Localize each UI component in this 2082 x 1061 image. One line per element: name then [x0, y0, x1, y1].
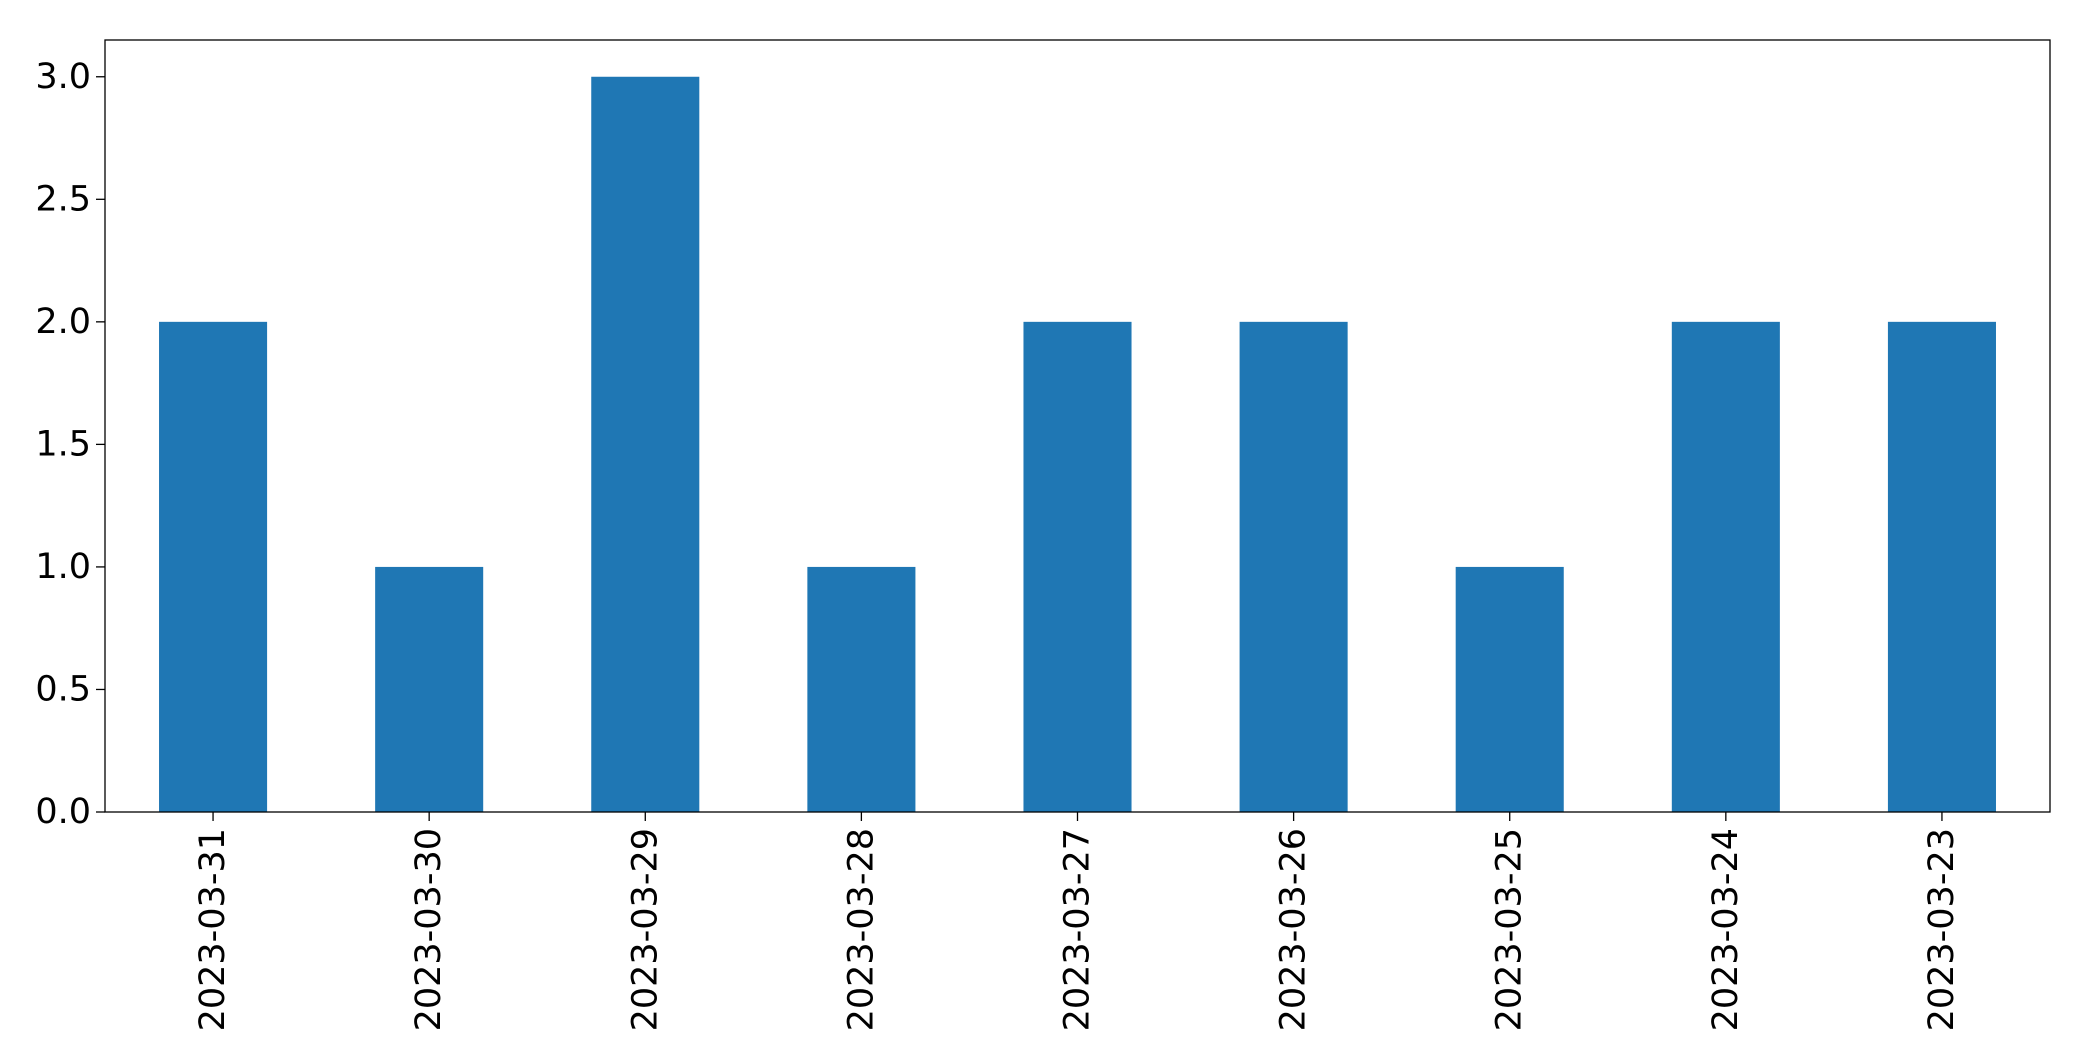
- bar-2023-03-30: [375, 566, 484, 812]
- y-tick-label: 1.5: [35, 424, 91, 464]
- bar-2023-03-28: [807, 566, 916, 812]
- y-tick-label: 0.5: [35, 669, 91, 709]
- x-tick-label: 2023-03-26: [1274, 828, 1314, 1031]
- bar-2023-03-23: [1887, 321, 1996, 812]
- y-axis: 0.0 0.5 1.0 1.5 2.0 2.5 3.0: [35, 57, 105, 832]
- x-tick-label: 2023-03-28: [841, 828, 881, 1031]
- y-tick-label: 2.5: [35, 179, 91, 219]
- x-tick-label: 2023-03-29: [625, 828, 665, 1031]
- bar-2023-03-27: [1023, 321, 1132, 812]
- bar-2023-03-26: [1239, 321, 1348, 812]
- y-tick-label: 1.0: [35, 547, 91, 587]
- x-tick-label: 2023-03-30: [409, 828, 449, 1031]
- y-tick-label: 3.0: [35, 57, 91, 97]
- x-tick-label: 2023-03-25: [1490, 828, 1530, 1031]
- bar-2023-03-29: [591, 76, 700, 812]
- x-axis: 2023-03-31 2023-03-30 2023-03-29 2023-03-28…: [193, 812, 1962, 1031]
- x-tick-label: 2023-03-27: [1058, 828, 1098, 1031]
- x-tick-label: 2023-03-24: [1706, 828, 1746, 1031]
- x-tick-label: 2023-03-23: [1922, 828, 1962, 1031]
- y-tick-label: 0.0: [35, 792, 91, 832]
- bar-2023-03-25: [1455, 566, 1564, 812]
- bar-2023-03-31: [159, 321, 268, 812]
- bars-group: [159, 76, 1996, 812]
- x-tick-label: 2023-03-31: [193, 828, 233, 1031]
- plot-frame: [104, 39, 2051, 813]
- y-tick-label: 2.0: [35, 302, 91, 342]
- bar-2023-03-24: [1671, 321, 1780, 812]
